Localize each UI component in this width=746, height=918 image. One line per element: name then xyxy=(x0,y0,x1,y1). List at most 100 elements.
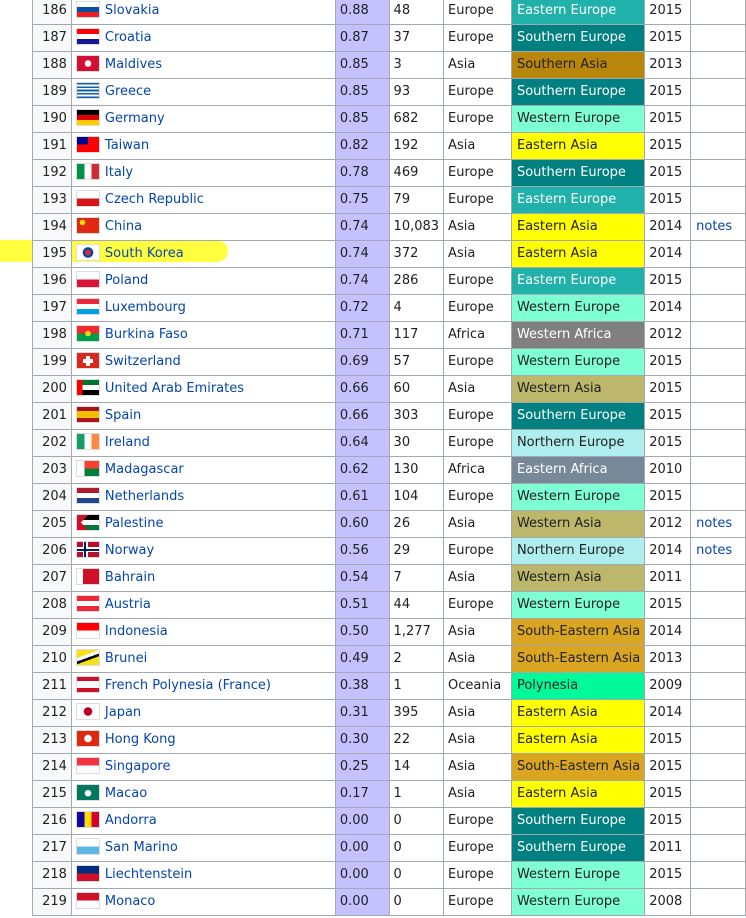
country-cell: French Polynesia (France) xyxy=(70,672,336,700)
table-row: 195 South Korea 0.74 372 Asia Eastern Asia 201… xyxy=(32,240,746,268)
country-link[interactable]: Japan xyxy=(104,705,142,720)
region-cell: Eastern Africa xyxy=(510,456,646,484)
country-cell: Palestine xyxy=(70,510,336,538)
continent-cell: Europe xyxy=(443,294,512,322)
notes-cell xyxy=(690,672,746,700)
year-cell: 2015 xyxy=(644,105,692,133)
year-cell: 2015 xyxy=(644,0,692,25)
country-link[interactable]: China xyxy=(104,219,143,234)
country-link[interactable]: Madagascar xyxy=(104,462,184,477)
country-link[interactable]: Bahrain xyxy=(104,570,156,585)
notes-link[interactable]: notes xyxy=(696,543,733,558)
country-link[interactable]: Ireland xyxy=(104,435,150,450)
rank-cell: 205 xyxy=(32,510,72,538)
country-link[interactable]: Hong Kong xyxy=(104,732,176,747)
notes-cell xyxy=(690,564,746,592)
country-link[interactable]: Burkina Faso xyxy=(104,327,188,342)
country-link[interactable]: Italy xyxy=(104,165,134,180)
rate-cell: 0.00 xyxy=(334,807,390,835)
region-cell: Southern Europe xyxy=(510,24,646,52)
homicide-rate-table: 186 Slovakia 0.88 48 Europe Eastern Europe 201… xyxy=(32,0,746,916)
country-link[interactable]: Singapore xyxy=(104,759,171,774)
rank-cell: 203 xyxy=(32,456,72,484)
table-row: 214 Singapore 0.25 14 Asia South-Eastern Asia… xyxy=(32,753,746,781)
continent-cell: Europe xyxy=(443,105,512,133)
country-cell: Macao xyxy=(70,780,336,808)
hong-kong-flag-icon xyxy=(76,731,99,746)
country-link[interactable]: Indonesia xyxy=(104,624,168,639)
rate-cell: 0.50 xyxy=(334,618,390,646)
continent-cell: Asia xyxy=(443,564,512,592)
country-link[interactable]: Andorra xyxy=(104,813,157,828)
country-link[interactable]: Greece xyxy=(104,84,152,99)
country-link[interactable]: Czech Republic xyxy=(104,192,204,207)
count-cell: 10,083 xyxy=(388,213,445,241)
country-cell: Monaco xyxy=(70,888,336,916)
rate-cell: 0.78 xyxy=(334,159,390,187)
count-cell: 57 xyxy=(388,348,445,376)
notes-cell xyxy=(690,618,746,646)
country-link[interactable]: Taiwan xyxy=(104,138,150,153)
country-cell: South Korea xyxy=(70,240,336,268)
count-cell: 30 xyxy=(388,429,445,457)
country-link[interactable]: Macao xyxy=(104,786,148,801)
country-link[interactable]: Spain xyxy=(104,408,142,423)
continent-cell: Asia xyxy=(443,699,512,727)
country-link[interactable]: Poland xyxy=(104,273,149,288)
rate-cell: 0.72 xyxy=(334,294,390,322)
rank-cell: 219 xyxy=(32,888,72,916)
region-cell: Western Europe xyxy=(510,105,646,133)
country-link[interactable]: Palestine xyxy=(104,516,164,531)
table-row: 197 Luxembourg 0.72 4 Europe Western Europe 20… xyxy=(32,294,746,322)
country-link[interactable]: Liechtenstein xyxy=(104,867,193,882)
table-row: 211 French Polynesia (France) 0.38 1 Oceania… xyxy=(32,672,746,700)
country-link[interactable]: Luxembourg xyxy=(104,300,186,315)
table-row: 210 Brunei 0.49 2 Asia South-Eastern Asia 2013 xyxy=(32,645,746,673)
year-cell: 2015 xyxy=(644,348,692,376)
country-cell: Maldives xyxy=(70,51,336,79)
continent-cell: Europe xyxy=(443,0,512,25)
indonesia-flag-icon xyxy=(76,623,99,638)
table-row: 189 Greece 0.85 93 Europe Southern Europe 2015 xyxy=(32,78,746,106)
country-link[interactable]: San Marino xyxy=(104,840,178,855)
country-link[interactable]: Brunei xyxy=(104,651,148,666)
country-cell: Croatia xyxy=(70,24,336,52)
country-link[interactable]: Germany xyxy=(104,111,165,126)
country-link[interactable]: Switzerland xyxy=(104,354,181,369)
count-cell: 469 xyxy=(388,159,445,187)
rank-cell: 189 xyxy=(32,78,72,106)
notes-link[interactable]: notes xyxy=(696,516,733,531)
region-cell: Southern Europe xyxy=(510,159,646,187)
count-cell: 0 xyxy=(388,807,445,835)
greece-flag-icon xyxy=(76,83,99,98)
year-cell: 2014 xyxy=(644,213,692,241)
country-link[interactable]: Monaco xyxy=(104,894,156,909)
year-cell: 2015 xyxy=(644,780,692,808)
country-link[interactable]: United Arab Emirates xyxy=(104,381,245,396)
macao-flag-icon xyxy=(76,785,99,800)
country-link[interactable]: Netherlands xyxy=(104,489,185,504)
country-cell: Andorra xyxy=(70,807,336,835)
rank-cell: 195 xyxy=(32,240,72,268)
country-link[interactable]: French Polynesia (France) xyxy=(104,678,271,693)
country-link[interactable]: South Korea xyxy=(104,246,184,261)
country-link[interactable]: Slovakia xyxy=(104,3,160,18)
rate-cell: 0.82 xyxy=(334,132,390,160)
country-link[interactable]: Austria xyxy=(104,597,151,612)
country-cell: Netherlands xyxy=(70,483,336,511)
country-link[interactable]: Croatia xyxy=(104,30,152,45)
country-link[interactable]: Norway xyxy=(104,543,155,558)
year-cell: 2015 xyxy=(644,267,692,295)
notes-cell xyxy=(690,240,746,268)
country-cell: Liechtenstein xyxy=(70,861,336,889)
country-cell: Madagascar xyxy=(70,456,336,484)
rate-cell: 0.85 xyxy=(334,51,390,79)
count-cell: 117 xyxy=(388,321,445,349)
table-row: 209 Indonesia 0.50 1,277 Asia South-Eastern A… xyxy=(32,618,746,646)
germany-flag-icon xyxy=(76,110,99,125)
notes-link[interactable]: notes xyxy=(696,219,733,234)
region-cell: Eastern Asia xyxy=(510,699,646,727)
country-cell: Greece xyxy=(70,78,336,106)
year-cell: 2015 xyxy=(644,78,692,106)
country-link[interactable]: Maldives xyxy=(104,57,163,72)
